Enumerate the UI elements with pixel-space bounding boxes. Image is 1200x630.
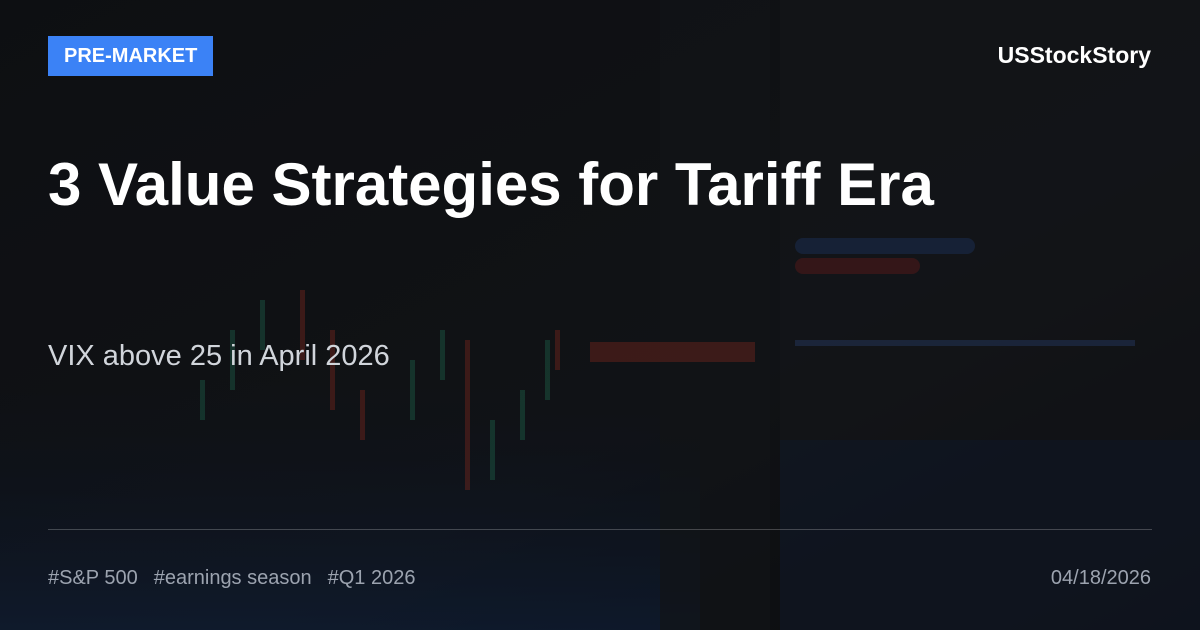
- tag: #earnings season: [153, 567, 312, 589]
- category-badge: PRE-MARKET: [48, 36, 214, 76]
- brand: USStockStory: [997, 42, 1151, 68]
- candle: [230, 330, 235, 390]
- tag: #Q1 2026: [327, 567, 416, 589]
- candle: [410, 360, 415, 420]
- tag: #S&P 500: [48, 567, 138, 589]
- price-pill: [795, 238, 975, 254]
- candle: [360, 390, 365, 440]
- background-glow: [0, 380, 700, 630]
- range-bar: [795, 340, 1135, 346]
- background-panel: [780, 0, 1200, 630]
- date: 04/18/2026: [1050, 567, 1151, 589]
- candle: [520, 390, 525, 440]
- candle: [260, 300, 265, 350]
- candle: [490, 420, 495, 480]
- title: 3 Value Strategies for Tariff Era: [48, 151, 934, 218]
- depth-area: [780, 440, 1200, 630]
- subtitle: VIX above 25 in April 2026: [48, 340, 390, 372]
- candle: [300, 290, 305, 360]
- price-pill: [795, 258, 920, 274]
- candle: [545, 340, 550, 400]
- candle: [330, 330, 335, 410]
- background-panel: [660, 0, 770, 630]
- candle: [440, 330, 445, 380]
- candle: [555, 330, 560, 370]
- candle: [465, 340, 470, 490]
- divider: [48, 529, 1152, 530]
- price-tag: [590, 342, 755, 362]
- background-candles: [200, 238, 1200, 630]
- tag-list: #S&P 500 #earnings season #Q1 2026: [48, 567, 415, 590]
- candle: [200, 380, 205, 420]
